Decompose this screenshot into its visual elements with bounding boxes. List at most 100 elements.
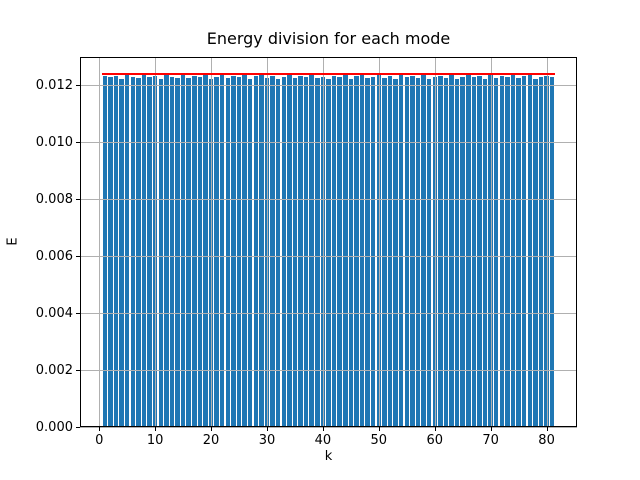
- bar: [549, 77, 555, 427]
- bar: [220, 75, 225, 427]
- reference-marker: [470, 72, 477, 76]
- bar: [354, 76, 359, 427]
- reference-marker: [482, 72, 488, 76]
- reference-marker: [459, 72, 466, 76]
- reference-marker: [364, 72, 371, 76]
- reference-marker: [336, 72, 343, 76]
- reference-marker: [129, 72, 136, 76]
- x-axis-label: k: [324, 449, 333, 464]
- reference-marker: [152, 72, 159, 76]
- reference-marker: [526, 72, 533, 76]
- bar: [382, 78, 387, 427]
- reference-marker: [420, 72, 427, 76]
- reference-marker: [387, 72, 393, 76]
- reference-marker: [392, 72, 399, 76]
- x-tick: [266, 427, 268, 431]
- bar: [482, 79, 488, 427]
- bar: [214, 76, 219, 427]
- reference-marker: [124, 72, 131, 76]
- bar: [203, 74, 208, 427]
- bar: [259, 74, 264, 427]
- bar: [494, 78, 499, 427]
- reference-marker: [297, 72, 304, 76]
- reference-marker: [163, 72, 170, 76]
- reference-marker: [448, 72, 455, 76]
- reference-marker: [342, 72, 349, 76]
- bar: [454, 78, 460, 427]
- horizontal-gridline: [80, 256, 577, 258]
- reference-marker: [319, 72, 326, 76]
- bar: [141, 74, 147, 427]
- bar: [410, 75, 415, 427]
- x-tick: [99, 427, 101, 431]
- reference-marker: [359, 72, 365, 76]
- y-tick: [76, 85, 80, 87]
- bar: [315, 78, 320, 427]
- reference-marker: [224, 72, 231, 76]
- bar: [326, 78, 331, 427]
- y-tick-label: 0.010: [35, 135, 73, 151]
- horizontal-gridline: [80, 85, 577, 87]
- bar: [124, 75, 130, 427]
- reference-marker: [538, 72, 544, 76]
- reference-marker: [101, 72, 108, 76]
- bar: [421, 74, 426, 427]
- horizontal-gridline: [80, 142, 577, 144]
- reference-marker: [375, 72, 382, 76]
- reference-marker: [208, 72, 214, 76]
- horizontal-gridline: [80, 313, 577, 315]
- bar: [158, 79, 163, 427]
- x-tick: [378, 427, 380, 431]
- bar: [348, 78, 354, 427]
- vertical-gridline: [546, 57, 548, 427]
- bar: [108, 77, 113, 427]
- reference-marker: [515, 72, 522, 76]
- reference-marker: [174, 72, 181, 76]
- reference-marker: [157, 72, 164, 76]
- bar: [510, 74, 516, 427]
- bar: [343, 74, 348, 427]
- bar: [466, 75, 471, 427]
- horizontal-gridline: [80, 427, 577, 428]
- reference-marker: [303, 72, 310, 76]
- bar: [292, 78, 298, 427]
- x-tick-label: 20: [202, 433, 220, 448]
- bar: [113, 76, 119, 427]
- bar: [404, 77, 410, 427]
- horizontal-gridline: [80, 199, 577, 201]
- bar: [527, 75, 533, 427]
- reference-marker: [141, 72, 147, 76]
- bar: [192, 75, 197, 427]
- reference-marker: [510, 72, 516, 76]
- y-tick: [76, 427, 80, 428]
- reference-marker: [353, 72, 360, 76]
- reference-marker: [135, 72, 142, 76]
- bar: [169, 76, 175, 427]
- reference-marker: [437, 72, 444, 76]
- reference-marker: [415, 72, 421, 76]
- reference-marker: [331, 72, 337, 76]
- bar: [275, 79, 281, 427]
- bar: [477, 76, 482, 427]
- vertical-gridline: [322, 57, 324, 427]
- bar: [499, 75, 505, 427]
- y-tick: [76, 313, 80, 315]
- bar: [471, 77, 477, 427]
- bar: [365, 77, 370, 427]
- reference-marker: [264, 72, 270, 76]
- bar: [398, 75, 404, 427]
- x-tick: [211, 427, 213, 431]
- x-tick: [546, 427, 548, 431]
- reference-marker: [213, 72, 220, 76]
- bar: [147, 77, 152, 427]
- bar: [393, 79, 398, 427]
- reference-marker: [398, 72, 405, 76]
- bar: [180, 74, 186, 427]
- reference-marker: [286, 72, 293, 76]
- x-tick-label: 30: [258, 433, 276, 448]
- x-tick: [490, 427, 492, 431]
- x-tick: [434, 427, 436, 431]
- reference-marker: [498, 72, 505, 76]
- x-tick: [155, 427, 157, 431]
- reference-marker: [202, 72, 209, 76]
